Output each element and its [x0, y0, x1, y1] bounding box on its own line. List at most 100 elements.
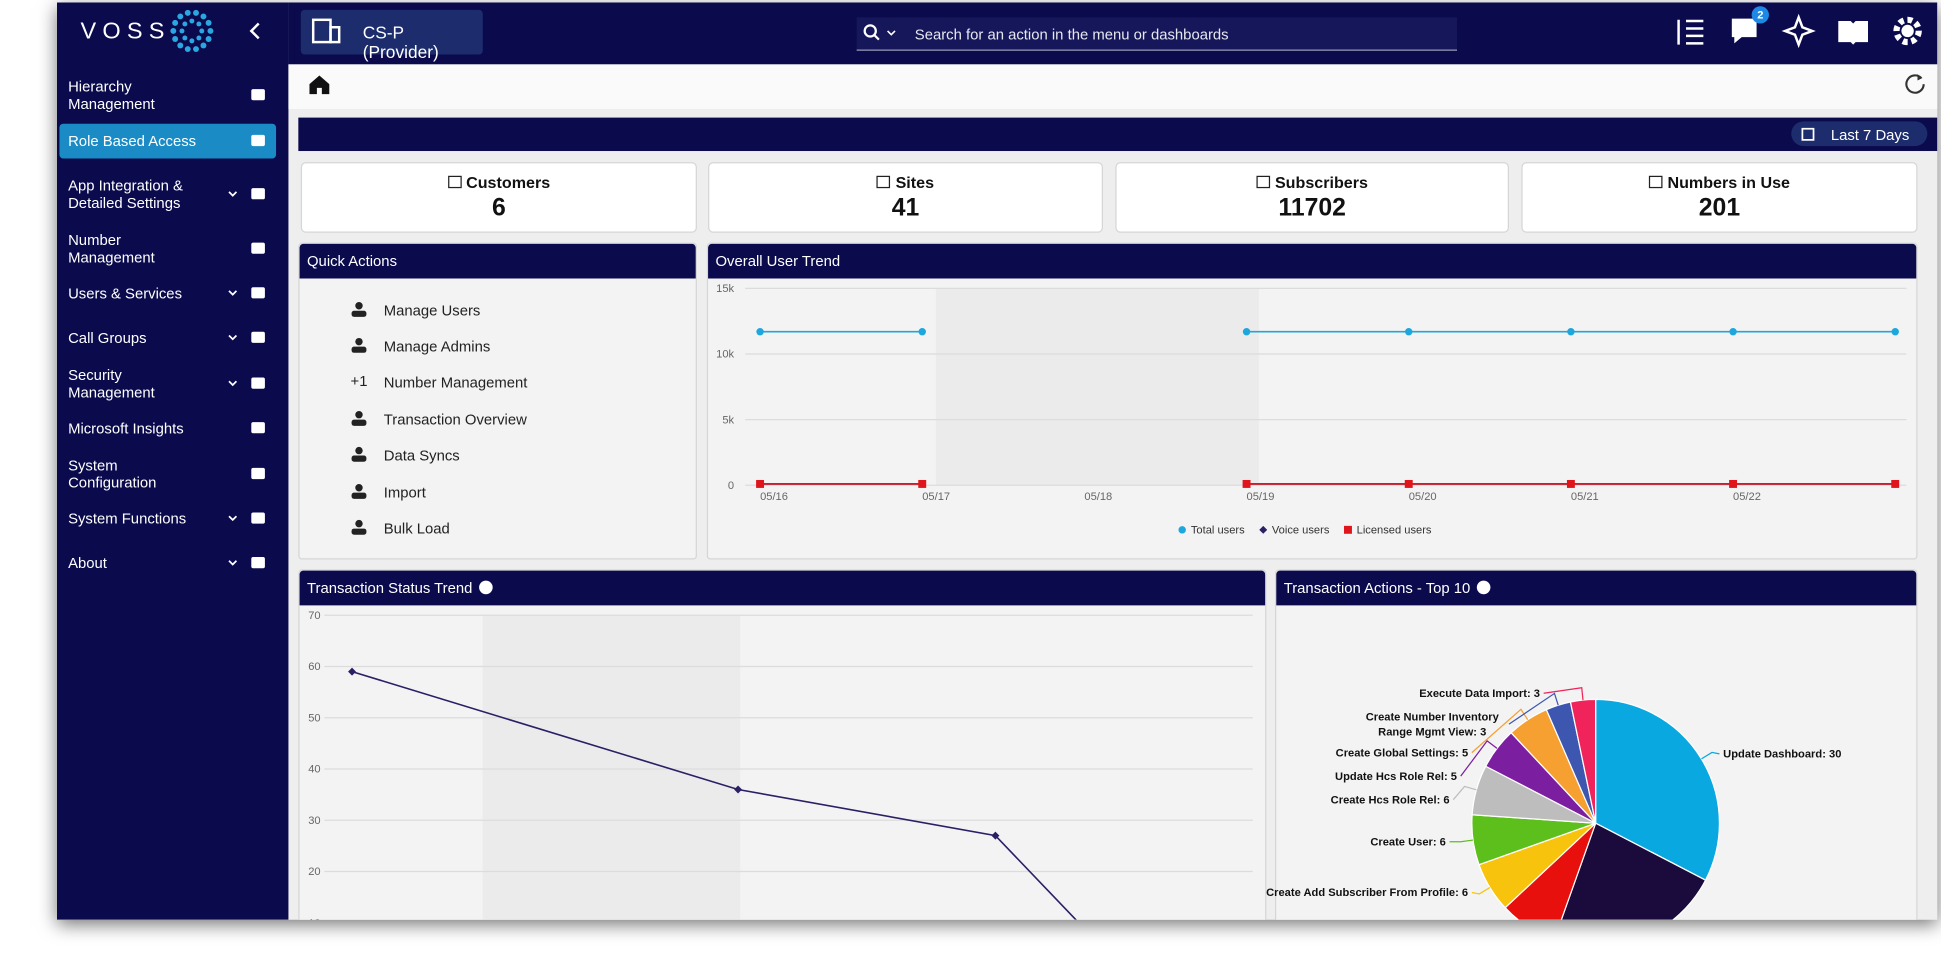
user-trend-panel: Overall User Trend [706, 242, 1918, 560]
menu-item[interactable]: Hierarchy Management [68, 77, 155, 113]
leader-line [1508, 692, 1559, 725]
pie-label: Create Global Settings: 5 [1335, 746, 1469, 759]
legend-marker [1178, 526, 1186, 534]
menu-icon [251, 134, 265, 147]
quick-action-icon [351, 419, 367, 426]
quick-action[interactable]: Data Syncs [383, 446, 460, 465]
logo-icon [179, 28, 185, 34]
y-tick-label: 30 [308, 815, 320, 827]
menu-item[interactable]: App Integration & Detailed Settings [68, 177, 183, 212]
list-icon[interactable] [1677, 19, 1704, 45]
quick-action-icon [351, 310, 367, 317]
stat-icon [876, 175, 891, 189]
menu-item[interactable]: System Functions [68, 510, 187, 528]
point [1729, 479, 1738, 488]
topbar: CS-P (Provider) Search for an action in … [288, 2, 1938, 65]
leader-line [1452, 785, 1477, 801]
date-range: Last 7 Days [1830, 126, 1910, 144]
notification-count: 2 [1757, 10, 1763, 22]
collapse-icon[interactable] [249, 22, 260, 40]
docs-icon[interactable] [1838, 21, 1868, 45]
refresh-icon[interactable] [1905, 74, 1925, 94]
stat-card: Subscribers 11702 [1115, 162, 1510, 233]
series-line [351, 670, 1078, 920]
quick-actions: Quick Actions Manage Users Manage Admins N… [298, 242, 697, 560]
quick-action[interactable]: Bulk Load [383, 519, 450, 538]
menu-icon [251, 188, 265, 200]
point [1567, 327, 1575, 336]
stat-icon [1256, 175, 1270, 189]
quick-action-icon [351, 346, 367, 353]
logo-icon [184, 46, 191, 53]
menu-icon [251, 557, 265, 569]
quick-action[interactable]: Number Management [383, 373, 528, 392]
stat-label: Numbers in Use [1523, 173, 1917, 192]
y-tick-label: 15k [716, 283, 734, 295]
logo-icon [189, 38, 195, 44]
menu-icon [251, 287, 265, 299]
menu-icon [251, 467, 265, 480]
logo-icon [205, 19, 212, 26]
menu-item[interactable]: About [68, 554, 107, 572]
menu-item[interactable]: Role Based Access [68, 132, 197, 150]
panel-title: Transaction Status Trend [306, 579, 473, 597]
search-placeholder: Search for an action in the menu or dash… [914, 25, 1229, 44]
menu-item[interactable]: System Configuration [68, 456, 157, 492]
point [1566, 479, 1575, 488]
x-tick-label: 05/19 [1247, 491, 1275, 503]
y-tick-label: 10 [308, 917, 320, 919]
quick-action[interactable]: Manage Users [383, 302, 481, 320]
panel-title: Overall User Trend [708, 243, 1917, 279]
stat-label-text: Numbers in Use [1667, 173, 1790, 192]
logo-icon [172, 19, 179, 26]
expand-icon [228, 191, 238, 197]
settings-icon[interactable] [1893, 16, 1922, 46]
x-tick-label: 05/22 [1733, 491, 1761, 503]
pie-label: Update Hcs Role Rel: 5 [1335, 769, 1458, 783]
y-tick-label: 20 [308, 866, 320, 878]
point [918, 327, 926, 336]
quick-action-icon [355, 519, 363, 528]
context-icon [311, 18, 341, 44]
point [1891, 479, 1900, 488]
quick-action-icon [351, 528, 367, 535]
logo-icon [182, 35, 188, 41]
info-icon[interactable] [478, 580, 493, 595]
logo-icon [184, 9, 191, 16]
stat-value: 6 [491, 194, 506, 222]
menu-icon [251, 512, 265, 524]
quick-action[interactable]: Transaction Overview [383, 410, 527, 429]
search-scope[interactable] [887, 30, 896, 36]
logo-icon [170, 27, 177, 34]
context-label: CS-P (Provider) [362, 22, 439, 62]
legend-item: Voice users [1259, 525, 1330, 537]
x-tick-label: 05/17 [922, 491, 950, 503]
info-icon[interactable] [1476, 580, 1491, 595]
menu-item[interactable]: Number Management [68, 231, 155, 267]
point [734, 785, 743, 794]
x-tick-label: 05/16 [760, 491, 788, 503]
panel-title: Transaction Actions - Top 10 [1283, 579, 1471, 597]
overlay: 2 +1 0 5k 10k 15k 05/16 05/17 05/18 05/19 05/20 05… [170, 6, 1925, 920]
quick-action[interactable]: Import [383, 484, 426, 502]
active-highlight [59, 123, 277, 159]
ai-icon[interactable] [1781, 13, 1816, 49]
legend-item: Licensed users [1344, 525, 1432, 537]
menu-item[interactable]: Call Groups [68, 329, 147, 347]
app: VOSS Hierarchy Management Role Based Acce… [56, 2, 1938, 920]
quick-action[interactable]: Manage Admins [383, 337, 491, 356]
point [1242, 479, 1251, 488]
leader-line [1471, 708, 1529, 754]
logo-icon [200, 13, 207, 20]
refresh-icon [1917, 74, 1923, 81]
search-box[interactable]: Search for an action in the menu or dash… [856, 17, 1458, 51]
menu-item[interactable]: Users & Services [68, 284, 183, 303]
menu-item[interactable]: Microsoft Insights [68, 419, 184, 437]
chat-icon[interactable] [1731, 18, 1757, 44]
menu-item[interactable]: Security Management [68, 366, 155, 402]
home-icon[interactable] [309, 75, 330, 95]
leader-line [1543, 687, 1584, 701]
logo-icon [177, 42, 184, 49]
breadcrumb-bar [288, 64, 1938, 109]
y-tick-label: 40 [308, 764, 320, 776]
